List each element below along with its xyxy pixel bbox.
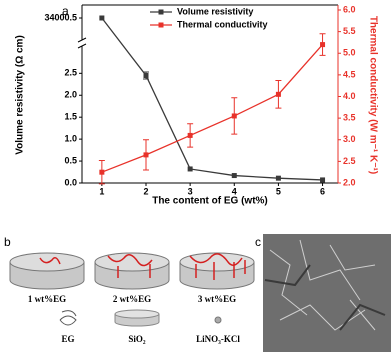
legend-marker xyxy=(158,22,164,28)
y2-tick-label: 3.0 xyxy=(343,134,356,144)
data-point xyxy=(187,132,193,138)
y-tick-label: 2.5 xyxy=(64,68,77,78)
x-tick-label: 1 xyxy=(99,186,104,196)
legend-label: Volume resistivity xyxy=(177,6,253,16)
data-point xyxy=(143,152,149,158)
data-point xyxy=(99,15,105,21)
y2-tick-label: 2.0 xyxy=(343,177,356,187)
data-point xyxy=(143,73,149,79)
y2-tick-label: 3.5 xyxy=(343,113,356,123)
sample-label: 2 wt%EG xyxy=(113,294,151,304)
data-point xyxy=(275,91,281,97)
sample-label: 3 wt%EG xyxy=(198,294,236,304)
sample-label: 1 wt%EG xyxy=(28,294,66,304)
y-tick-label: 1.5 xyxy=(64,112,77,122)
axes xyxy=(77,4,339,184)
y-axis-title: Volume resistivity (Ω cm) xyxy=(15,35,26,155)
data-point xyxy=(320,177,326,183)
legend-label: LiNO₃-KCl xyxy=(196,334,240,344)
x-tick-label: 2 xyxy=(143,186,148,196)
y-tick-label: 1.0 xyxy=(64,134,77,144)
legend-marker xyxy=(158,9,164,15)
y-tick-label: 0.0 xyxy=(64,177,77,187)
sem-image xyxy=(263,234,391,352)
x-tick-label: 4 xyxy=(232,186,237,196)
data-point xyxy=(231,113,237,119)
panel-label: c xyxy=(255,235,261,249)
series-line xyxy=(101,44,324,173)
legend-label: EG xyxy=(61,334,74,344)
y2-tick-label: 4.0 xyxy=(343,91,356,101)
y2-axis-title: Thermal conductivity (W m⁻¹ K⁻¹) xyxy=(367,16,378,174)
panel-label: b xyxy=(4,235,11,249)
series-line xyxy=(101,17,323,181)
x-tick-label: 3 xyxy=(188,186,193,196)
x-tick-label: 5 xyxy=(276,186,281,196)
panel-label: a xyxy=(62,4,69,18)
y-tick-label: 34000.5 xyxy=(44,12,77,22)
y2-tick-label: 6.0 xyxy=(343,4,356,14)
data-point xyxy=(320,42,326,48)
y2-tick-label: 5.5 xyxy=(343,26,356,36)
y-tick-label: 0.5 xyxy=(64,155,77,165)
x-tick-label: 6 xyxy=(320,186,325,196)
data-point xyxy=(275,175,281,181)
y2-tick-label: 5.0 xyxy=(343,48,356,58)
y2-tick-label: 4.5 xyxy=(343,69,356,79)
legend-label: SiO₂ xyxy=(128,334,146,344)
legend-label: Thermal conductivity xyxy=(177,19,268,29)
data-point xyxy=(187,166,193,172)
y-tick-label: 2.0 xyxy=(64,90,77,100)
data-point xyxy=(99,169,105,175)
y2-tick-label: 2.5 xyxy=(343,156,356,166)
composite-illustrations xyxy=(9,252,255,327)
x-axis-title: The content of EG (wt%) xyxy=(152,196,268,207)
data-point xyxy=(231,173,237,179)
